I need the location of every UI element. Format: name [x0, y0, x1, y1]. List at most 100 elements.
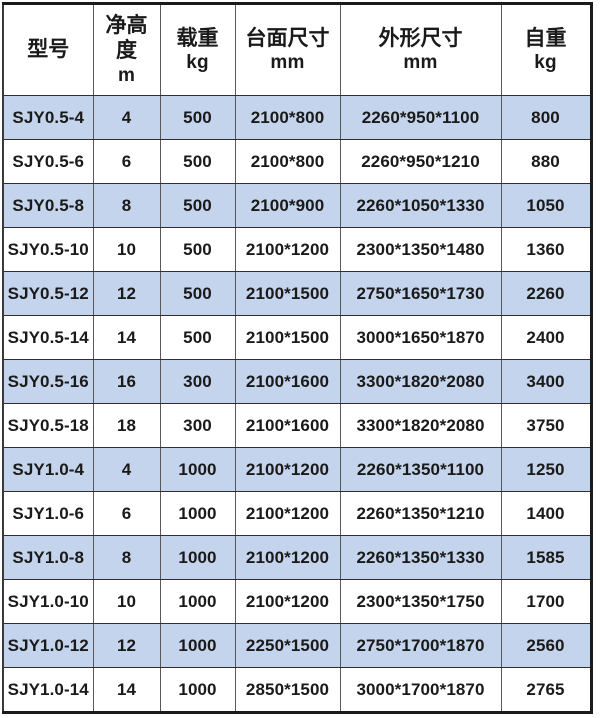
- column-title: 净高度: [105, 13, 148, 63]
- cell-height: 4: [92, 95, 161, 140]
- table-row: SJY1.0-8 8 1000 2100*1200 2260*1350*1330 1585: [2, 535, 592, 580]
- cell-table: 2100*1200: [234, 535, 341, 580]
- cell-model: SJY1.0-8: [2, 535, 94, 580]
- table-row: SJY0.5-4 4 500 2100*800 2260*950*1100 800: [2, 95, 592, 140]
- cell-overall: 3300*1820*2080: [339, 359, 502, 404]
- cell-height: 8: [92, 535, 161, 580]
- cell-weight: 2260: [500, 271, 592, 316]
- table-row: SJY1.0-12 12 1000 2250*1500 2750*1700*1870 25…: [2, 623, 592, 668]
- cell-table: 2100*1600: [234, 359, 341, 404]
- cell-table: 2850*1500: [234, 667, 341, 713]
- cell-model: SJY1.0-12: [2, 623, 94, 668]
- cell-model: SJY1.0-6: [2, 491, 94, 536]
- column-model-header: 型号: [2, 3, 94, 96]
- cell-overall: 2300*1350*1480: [339, 227, 502, 272]
- column-title: 型号: [27, 38, 70, 62]
- cell-weight: 880: [500, 139, 592, 184]
- cell-table: 2100*900: [234, 183, 341, 228]
- cell-table: 2100*1200: [234, 491, 341, 536]
- cell-table: 2100*1500: [234, 271, 341, 316]
- cell-load: 1000: [159, 667, 236, 713]
- cell-model: SJY0.5-8: [2, 183, 94, 228]
- cell-table: 2250*1500: [234, 623, 341, 668]
- table-header-row: 型号 净高度 m 载重 kg 台面尺寸 mm 外形尺寸 mm 自重 kg: [2, 3, 592, 96]
- column-unit: m: [117, 65, 136, 87]
- cell-load: 300: [159, 403, 236, 448]
- table-row: SJY1.0-10 10 1000 2100*1200 2300*1350*1750 17…: [2, 579, 592, 624]
- cell-load: 1000: [159, 623, 236, 668]
- cell-overall: 3000*1650*1870: [339, 315, 502, 360]
- cell-height: 12: [92, 271, 161, 316]
- column-title: 台面尺寸: [245, 26, 330, 50]
- cell-table: 2100*1200: [234, 579, 341, 624]
- column-unit: mm: [403, 52, 438, 74]
- table-row: SJY1.0-4 4 1000 2100*1200 2260*1350*1100 1250: [2, 447, 592, 492]
- cell-load: 1000: [159, 535, 236, 580]
- cell-height: 6: [92, 139, 161, 184]
- column-overall-size-header: 外形尺寸 mm: [339, 3, 502, 96]
- table-row: SJY1.0-14 14 1000 2850*1500 3000*1700*1870 27…: [2, 667, 592, 713]
- cell-table: 2100*800: [234, 95, 341, 140]
- cell-weight: 1700: [500, 579, 592, 624]
- cell-weight: 2400: [500, 315, 592, 360]
- column-self-weight-header: 自重 kg: [500, 3, 592, 96]
- column-title: 载重: [176, 26, 219, 50]
- cell-model: SJY1.0-14: [2, 667, 94, 713]
- cell-weight: 2765: [500, 667, 592, 713]
- table-row: SJY0.5-8 8 500 2100*900 2260*1050*1330 1050: [2, 183, 592, 228]
- cell-overall: 2260*1350*1210: [339, 491, 502, 536]
- cell-model: SJY0.5-18: [2, 403, 94, 448]
- cell-weight: 1050: [500, 183, 592, 228]
- cell-overall: 2750*1700*1870: [339, 623, 502, 668]
- cell-table: 2100*1600: [234, 403, 341, 448]
- cell-weight: 1400: [500, 491, 592, 536]
- column-title: 自重: [524, 26, 567, 50]
- cell-height: 10: [92, 227, 161, 272]
- table-row: SJY0.5-10 10 500 2100*1200 2300*1350*1480 136…: [2, 227, 592, 272]
- cell-overall: 2260*950*1210: [339, 139, 502, 184]
- table-row: SJY0.5-16 16 300 2100*1600 3300*1820*2080 340…: [2, 359, 592, 404]
- cell-load: 300: [159, 359, 236, 404]
- table-row: SJY0.5-14 14 500 2100*1500 3000*1650*1870 240…: [2, 315, 592, 360]
- cell-load: 1000: [159, 579, 236, 624]
- table-header: 型号 净高度 m 载重 kg 台面尺寸 mm 外形尺寸 mm 自重 kg: [2, 3, 592, 96]
- cell-table: 2100*1200: [234, 227, 341, 272]
- cell-overall: 2260*950*1100: [339, 95, 502, 140]
- cell-weight: 1585: [500, 535, 592, 580]
- cell-weight: 2560: [500, 623, 592, 668]
- cell-model: SJY1.0-4: [2, 447, 94, 492]
- cell-overall: 2750*1650*1730: [339, 271, 502, 316]
- cell-load: 1000: [159, 447, 236, 492]
- table-row: SJY0.5-12 12 500 2100*1500 2750*1650*1730 226…: [2, 271, 592, 316]
- table-row: SJY0.5-18 18 300 2100*1600 3300*1820*2080 375…: [2, 403, 592, 448]
- cell-weight: 3750: [500, 403, 592, 448]
- cell-overall: 2260*1350*1100: [339, 447, 502, 492]
- cell-load: 500: [159, 183, 236, 228]
- cell-load: 500: [159, 95, 236, 140]
- lift-platform-spec-table: 型号 净高度 m 载重 kg 台面尺寸 mm 外形尺寸 mm 自重 kg SJY0.5-4 4 500 2…: [2, 2, 593, 714]
- cell-table: 2100*1500: [234, 315, 341, 360]
- cell-model: SJY0.5-12: [2, 271, 94, 316]
- cell-height: 4: [92, 447, 161, 492]
- cell-load: 500: [159, 271, 236, 316]
- cell-table: 2100*1200: [234, 447, 341, 492]
- column-title: 外形尺寸: [378, 26, 463, 50]
- cell-load: 1000: [159, 491, 236, 536]
- cell-weight: 800: [500, 95, 592, 140]
- cell-height: 18: [92, 403, 161, 448]
- cell-weight: 1360: [500, 227, 592, 272]
- table-row: SJY0.5-6 6 500 2100*800 2260*950*1210 880: [2, 139, 592, 184]
- cell-overall: 3300*1820*2080: [339, 403, 502, 448]
- cell-height: 16: [92, 359, 161, 404]
- cell-height: 12: [92, 623, 161, 668]
- cell-overall: 2300*1350*1750: [339, 579, 502, 624]
- cell-height: 14: [92, 667, 161, 713]
- cell-model: SJY0.5-10: [2, 227, 94, 272]
- cell-table: 2100*800: [234, 139, 341, 184]
- cell-weight: 1250: [500, 447, 592, 492]
- cell-height: 10: [92, 579, 161, 624]
- cell-load: 500: [159, 315, 236, 360]
- cell-load: 500: [159, 139, 236, 184]
- cell-height: 8: [92, 183, 161, 228]
